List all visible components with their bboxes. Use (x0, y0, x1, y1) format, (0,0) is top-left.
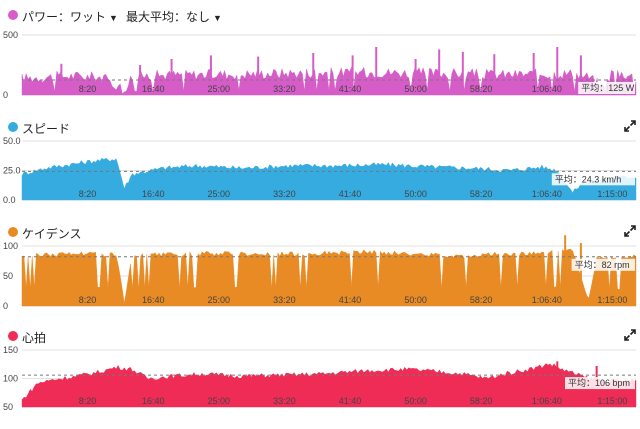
average-label: 平均：24.3 km/h (555, 173, 622, 184)
series-area (21, 248, 637, 307)
x-tick-label: 25:00 (208, 396, 231, 406)
x-tick-label: 8:20 (79, 84, 97, 94)
x-tick-label: 58:20 (470, 295, 493, 305)
heart-rate-panel: 心拍 150 100 50 8:20 16:40 25:00 33:20 41:40 50:00… (0, 325, 640, 429)
x-tick-label: 1:06:40 (532, 84, 562, 94)
x-tick-label: 50:00 (404, 295, 427, 305)
x-tick-label: 33:20 (273, 396, 296, 406)
power-header: パワー：ワット ▼ 最大平均：なし ▼ (0, 4, 640, 26)
cadence-header: ケイデンス (0, 221, 640, 243)
average-label-bg (571, 258, 635, 271)
x-tick-label: 41:40 (339, 295, 362, 305)
average-label: 平均：106 bpm (568, 377, 630, 388)
y-tick-label: 0 (3, 90, 8, 100)
y-tick-label: 0 (3, 301, 8, 311)
speed-chart: 50.0 25.0 0.0 8:20 16:40 25:00 33:20 41:40 50:00… (3, 136, 637, 205)
max-average-label: 最大平均：なし (126, 10, 211, 24)
expand-icon[interactable] (624, 225, 636, 237)
x-tick-label: 58:20 (470, 189, 493, 199)
y-tick-label: 500 (3, 30, 18, 40)
power-title-dropdown[interactable]: パワー：ワット ▼ (22, 8, 118, 25)
x-tick-label: 1:15:00 (597, 295, 627, 305)
y-tick-label: 100 (3, 374, 18, 384)
x-tick-label: 33:20 (273, 84, 296, 94)
x-tick-label: 1:06:40 (532, 396, 562, 406)
heart-rate-chart: 150 100 50 8:20 16:40 25:00 33:20 41:40 50:00 58:… (3, 345, 637, 412)
x-tick-label: 41:40 (339, 189, 362, 199)
speed-header: スピード (0, 116, 640, 138)
y-tick-label: 0.0 (3, 195, 16, 205)
y-tick-label: 50 (3, 402, 13, 412)
max-average-dropdown[interactable]: 最大平均：なし ▼ (126, 8, 222, 25)
power-chart: 500 0 8:20 16:40 25:00 33:20 41:40 50:00 58:20 1:… (3, 30, 637, 100)
series-area (21, 66, 637, 96)
x-tick-label: 16:40 (142, 84, 165, 94)
x-tick-label: 58:20 (470, 396, 493, 406)
speed-title: スピード (22, 122, 71, 136)
y-tick-label: 100 (3, 241, 18, 251)
x-tick-label: 8:20 (79, 295, 97, 305)
speed-dot-icon (8, 122, 18, 132)
average-label-bg (578, 82, 635, 94)
chevron-down-icon: ▼ (213, 13, 222, 23)
heart-rate-header: 心拍 (0, 325, 640, 347)
expand-icon[interactable] (624, 329, 636, 341)
x-tick-label: 50:00 (404, 84, 427, 94)
cadence-dot-icon (8, 227, 18, 237)
x-tick-label: 25:00 (208, 295, 231, 305)
y-tick-label: 150 (3, 345, 18, 355)
series-area (21, 157, 637, 201)
average-label-bg (565, 377, 635, 390)
x-tick-label: 8:20 (79, 189, 97, 199)
series-area (21, 363, 637, 408)
x-tick-label: 50:00 (404, 396, 427, 406)
x-tick-label: 33:20 (273, 189, 296, 199)
chevron-down-icon: ▼ (109, 13, 118, 23)
y-tick-label: 50.0 (3, 136, 21, 146)
x-tick-label: 1:15:00 (597, 396, 627, 406)
x-tick-label: 16:40 (142, 396, 165, 406)
x-tick-label: 41:40 (339, 84, 362, 94)
expand-icon[interactable] (624, 120, 636, 132)
power-dot-icon (8, 10, 18, 20)
average-label: 平均：125 W (581, 82, 635, 93)
cadence-title: ケイデンス (22, 227, 82, 241)
x-tick-label: 25:00 (208, 189, 231, 199)
average-label-bg (551, 173, 635, 186)
power-title: パワー：ワット (22, 10, 107, 24)
x-tick-label: 1:06:40 (532, 295, 562, 305)
x-tick-label: 16:40 (142, 295, 165, 305)
x-tick-label: 1:06:40 (532, 189, 562, 199)
x-tick-label: 41:40 (339, 396, 362, 406)
power-panel: パワー：ワット ▼ 最大平均：なし ▼ 500 0 8:20 16:40 25:00 33:2… (0, 4, 640, 108)
heart-rate-dot-icon (8, 331, 18, 341)
average-label: 平均：82 rpm (575, 259, 630, 270)
cadence-panel: ケイデンス 100 50 0 8:20 16:40 25:00 33:20 41:40 50:0… (0, 221, 640, 325)
x-tick-label: 25:00 (208, 84, 231, 94)
cadence-chart: 100 50 0 8:20 16:40 25:00 33:20 41:40 50:00 58:20… (3, 235, 637, 311)
x-tick-label: 58:20 (470, 84, 493, 94)
x-tick-label: 1:15:00 (597, 189, 627, 199)
y-tick-label: 50 (3, 271, 13, 281)
x-tick-label: 16:40 (142, 189, 165, 199)
x-tick-label: 50:00 (404, 189, 427, 199)
x-tick-label: 8:20 (79, 396, 97, 406)
x-tick-label: 33:20 (273, 295, 296, 305)
heart-rate-title: 心拍 (22, 331, 47, 345)
speed-panel: スピード 50.0 25.0 0.0 8:20 16:40 25:00 33:20 41:40… (0, 116, 640, 220)
y-tick-label: 25.0 (3, 166, 21, 176)
